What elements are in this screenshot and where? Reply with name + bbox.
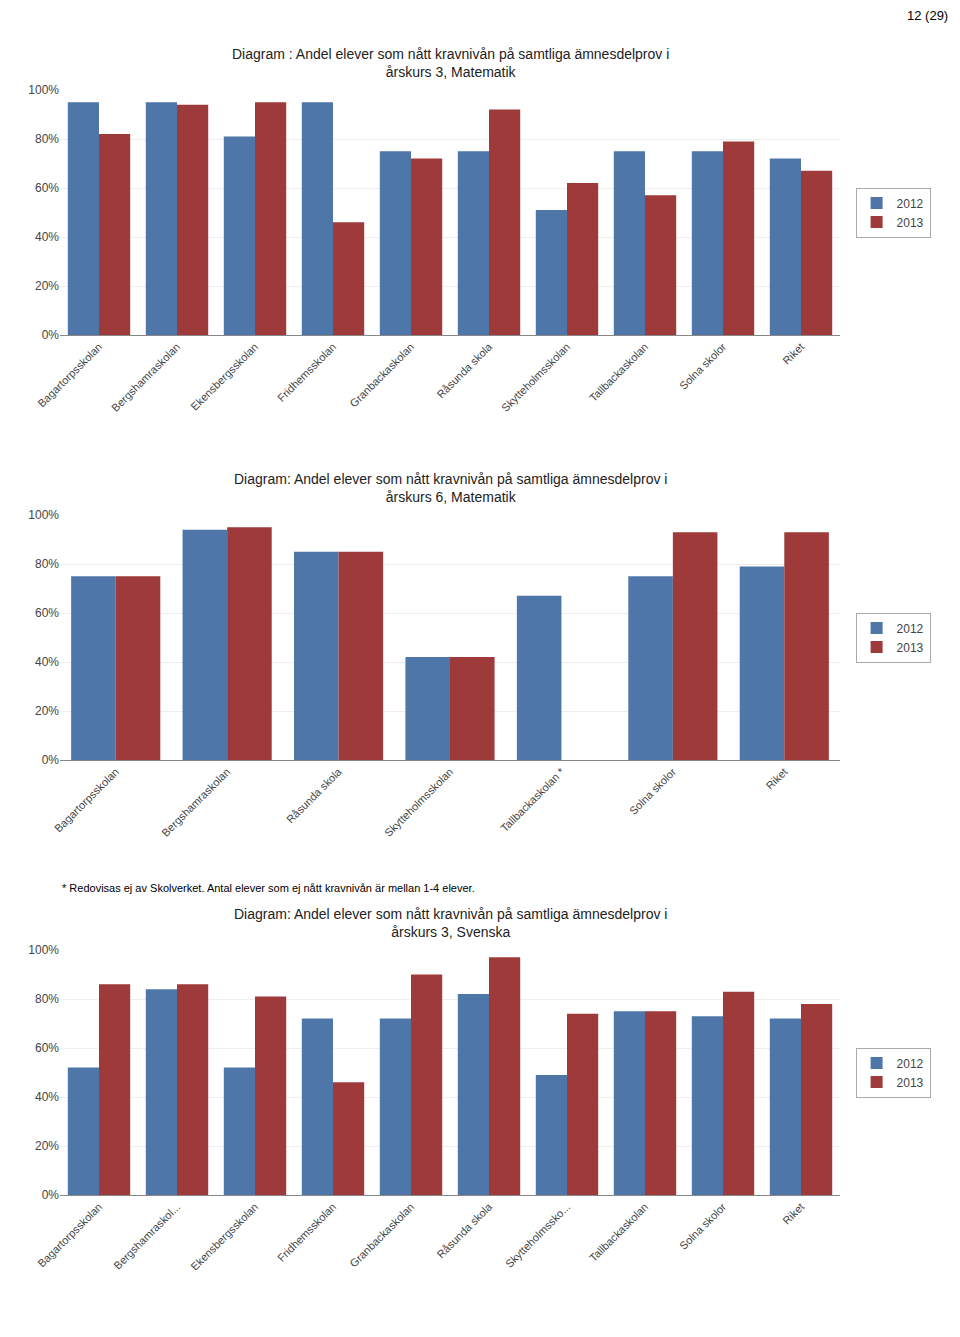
svg-text:Bagartorpsskolan: Bagartorpsskolan	[52, 766, 121, 835]
svg-text:Tallbackaskolan: Tallbackaskolan	[587, 341, 650, 404]
svg-text:Riket: Riket	[763, 766, 789, 792]
svg-text:80%: 80%	[35, 132, 59, 146]
svg-text:60%: 60%	[35, 181, 59, 195]
svg-text:0%: 0%	[42, 328, 60, 342]
svg-text:Tallbackaskolan *: Tallbackaskolan *	[498, 765, 567, 834]
svg-text:100%: 100%	[28, 508, 59, 522]
svg-text:2012: 2012	[897, 622, 924, 636]
svg-text:80%: 80%	[35, 992, 59, 1006]
svg-text:Bergshamraskolan: Bergshamraskolan	[109, 341, 182, 414]
svg-text:Fridhemsskolan: Fridhemsskolan	[275, 1201, 338, 1264]
svg-text:20%: 20%	[35, 704, 59, 718]
svg-text:Diagram: Andel elever som nått: Diagram: Andel elever som nått kravnivån…	[234, 471, 667, 505]
svg-text:Ekensbergsskolan: Ekensbergsskolan	[188, 341, 260, 413]
svg-text:2013: 2013	[897, 216, 924, 230]
svg-text:2012: 2012	[897, 197, 924, 211]
svg-text:60%: 60%	[35, 606, 59, 620]
svg-text:* Redovisas ej av Skolverket.: * Redovisas ej av Skolverket. Antal elev…	[62, 882, 475, 894]
svg-text:Granbackaskolan: Granbackaskolan	[347, 1201, 416, 1270]
svg-text:20%: 20%	[35, 279, 59, 293]
svg-text:Diagram: Andel elever som nått: Diagram: Andel elever som nått kravnivån…	[234, 906, 667, 940]
svg-text:40%: 40%	[35, 655, 59, 669]
svg-text:80%: 80%	[35, 557, 59, 571]
svg-text:Diagram : Andel elever som nåt: Diagram : Andel elever som nått kravnivå…	[232, 46, 669, 80]
svg-text:100%: 100%	[28, 83, 59, 97]
svg-text:Råsunda skola: Råsunda skola	[434, 340, 495, 401]
svg-text:Bagartorpsskolan: Bagartorpsskolan	[35, 341, 104, 410]
svg-text:Skytteholmsskolan: Skytteholmsskolan	[382, 766, 455, 839]
svg-text:Solna skolor: Solna skolor	[677, 340, 729, 392]
svg-text:2012: 2012	[897, 1057, 924, 1071]
svg-text:100%: 100%	[28, 943, 59, 957]
svg-text:Råsunda skola: Råsunda skola	[284, 765, 345, 826]
svg-text:Ekensbergsskolan: Ekensbergsskolan	[188, 1201, 260, 1273]
svg-text:Solna skolor: Solna skolor	[627, 765, 679, 817]
svg-text:Skytteholmsskolan: Skytteholmsskolan	[499, 341, 572, 414]
svg-text:60%: 60%	[35, 1041, 59, 1055]
svg-text:Skytteholmssko...: Skytteholmssko...	[503, 1201, 572, 1270]
svg-text:Bagartorpsskolan: Bagartorpsskolan	[35, 1201, 104, 1270]
svg-text:Riket: Riket	[780, 1201, 806, 1227]
svg-text:Råsunda skola: Råsunda skola	[434, 1200, 495, 1261]
svg-text:2013: 2013	[897, 1076, 924, 1090]
svg-text:0%: 0%	[42, 753, 60, 767]
svg-text:Tallbackaskolan: Tallbackaskolan	[587, 1201, 650, 1264]
svg-text:0%: 0%	[42, 1188, 60, 1202]
svg-text:40%: 40%	[35, 1090, 59, 1104]
svg-text:Solna skolor: Solna skolor	[677, 1200, 729, 1252]
svg-text:Fridhemsskolan: Fridhemsskolan	[275, 341, 338, 404]
svg-text:40%: 40%	[35, 230, 59, 244]
svg-text:Bergshamraskol...: Bergshamraskol...	[111, 1201, 182, 1272]
svg-text:20%: 20%	[35, 1139, 59, 1153]
svg-text:2013: 2013	[897, 641, 924, 655]
svg-text:Bergshamraskolan: Bergshamraskolan	[159, 766, 232, 839]
svg-text:Riket: Riket	[780, 341, 806, 367]
svg-text:12 (29): 12 (29)	[907, 8, 948, 23]
svg-text:Granbackaskolan: Granbackaskolan	[347, 341, 416, 410]
